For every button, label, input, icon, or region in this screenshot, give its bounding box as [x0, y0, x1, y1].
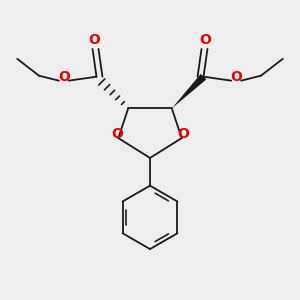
Text: O: O: [177, 127, 189, 141]
Text: O: O: [58, 70, 70, 84]
Text: O: O: [111, 127, 123, 141]
Polygon shape: [172, 74, 206, 108]
Text: O: O: [200, 33, 211, 47]
Text: O: O: [230, 70, 242, 84]
Text: O: O: [88, 33, 101, 47]
